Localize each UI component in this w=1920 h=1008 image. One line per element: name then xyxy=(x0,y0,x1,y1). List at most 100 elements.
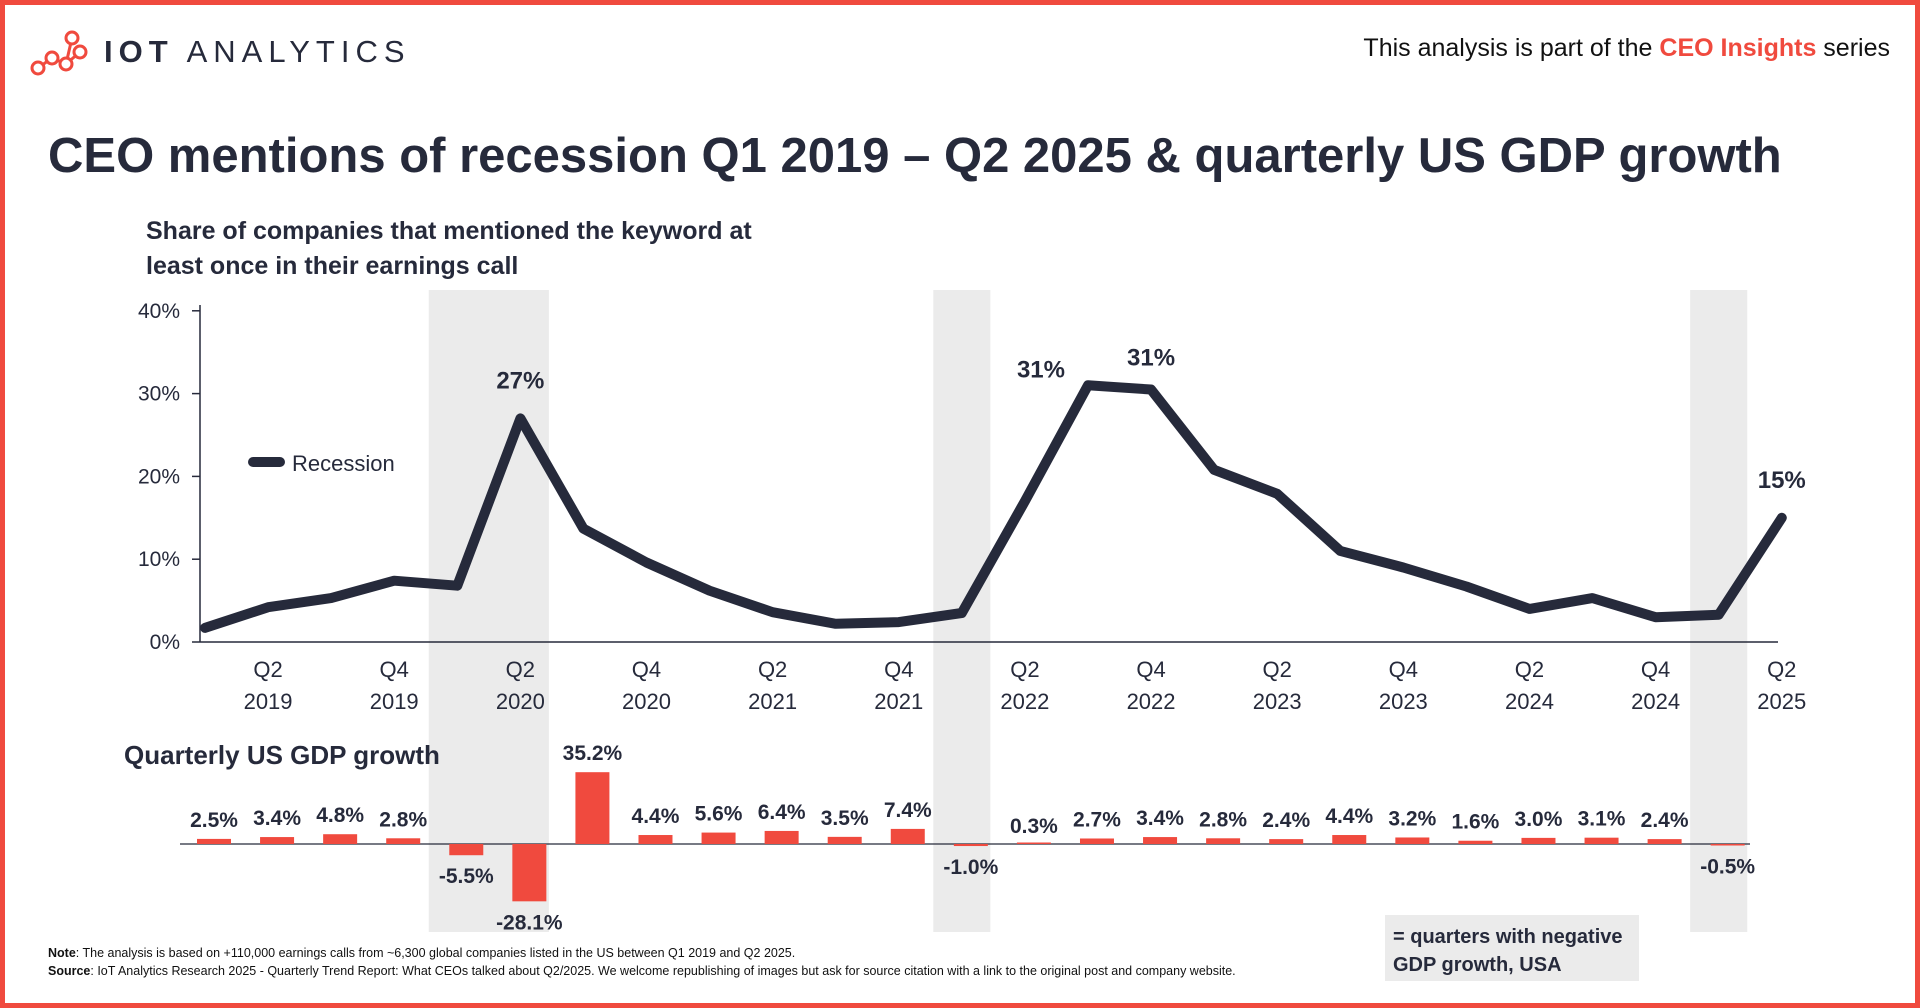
gdp-chart-title: Quarterly US GDP growth xyxy=(124,740,440,770)
x-tick-year: 2020 xyxy=(496,689,545,714)
gdp-bar xyxy=(1143,837,1178,844)
gdp-bar xyxy=(1016,842,1051,844)
x-tick-year: 2019 xyxy=(370,689,419,714)
gdp-bar-label: 5.6% xyxy=(695,803,743,826)
gdp-bar xyxy=(575,772,610,844)
gdp-bar xyxy=(449,844,484,856)
x-tick-year: 2022 xyxy=(1127,689,1176,714)
gdp-bar-label: -0.5% xyxy=(1700,856,1755,879)
x-tick-quarter: Q2 xyxy=(1767,657,1796,682)
y-tick-label: 40% xyxy=(138,300,180,323)
x-tick-year: 2024 xyxy=(1505,689,1554,714)
recession-point-label: 15% xyxy=(1758,467,1806,494)
note-line: Note: The analysis is based on +110,000 … xyxy=(48,946,796,960)
x-tick-quarter: Q2 xyxy=(1515,657,1544,682)
gdp-bar-label: 4.4% xyxy=(1325,805,1373,828)
gdp-bar-label: 3.1% xyxy=(1578,808,1626,831)
gdp-bar xyxy=(1079,838,1114,844)
gdp-bar-label: 2.8% xyxy=(1199,808,1247,831)
x-tick-year: 2021 xyxy=(748,689,797,714)
gdp-bar-label: 4.4% xyxy=(632,805,680,828)
x-tick-quarter: Q4 xyxy=(884,657,913,682)
gdp-bar xyxy=(197,838,231,844)
x-tick-quarter: Q4 xyxy=(632,657,661,682)
gdp-bar-label: 4.8% xyxy=(316,804,364,827)
gdp-bar-label: 3.5% xyxy=(821,807,869,830)
gdp-bar xyxy=(1647,839,1682,844)
gdp-bar xyxy=(1584,837,1619,844)
y-tick-label: 20% xyxy=(138,465,180,488)
recession-point-label: 31% xyxy=(1127,344,1175,371)
x-tick-year: 2023 xyxy=(1253,689,1302,714)
gdp-bar-label: 2.7% xyxy=(1073,808,1121,831)
x-tick-quarter: Q2 xyxy=(506,657,535,682)
x-tick-quarter: Q4 xyxy=(1136,657,1165,682)
gdp-bar xyxy=(701,832,736,844)
gdp-bar-label: 2.4% xyxy=(1262,809,1310,832)
gdp-bar xyxy=(1332,835,1367,844)
gdp-bar-label: 3.2% xyxy=(1388,807,1436,830)
gdp-bar xyxy=(1521,837,1556,844)
gdp-bar xyxy=(827,836,862,844)
gdp-bar xyxy=(1395,837,1430,844)
x-tick-quarter: Q4 xyxy=(1389,657,1418,682)
y-tick-label: 0% xyxy=(150,631,180,654)
gdp-bar xyxy=(1269,839,1304,844)
gdp-bar xyxy=(1206,838,1241,844)
gdp-bar xyxy=(638,835,673,844)
negative-gdp-band xyxy=(428,290,549,932)
series-note: This analysis is part of the CEO Insight… xyxy=(1363,34,1890,62)
gdp-bar-label: 3.4% xyxy=(253,807,301,830)
gdp-bar-label: 2.4% xyxy=(1641,809,1689,832)
x-tick-year: 2024 xyxy=(1631,689,1680,714)
x-tick-quarter: Q2 xyxy=(758,657,787,682)
x-tick-year: 2019 xyxy=(244,689,293,714)
x-tick-year: 2022 xyxy=(1000,689,1049,714)
recession-line xyxy=(200,380,1787,633)
gdp-bar xyxy=(323,834,358,844)
y-tick-label: 10% xyxy=(138,548,180,571)
gdp-bar-label: 7.4% xyxy=(884,799,932,822)
x-tick-year: 2025 xyxy=(1757,689,1806,714)
gdp-bar-label: 6.4% xyxy=(758,801,806,824)
gdp-bar xyxy=(953,844,988,847)
negative-gdp-legend: = quarters with negative GDP growth, USA xyxy=(1385,915,1639,981)
recession-legend-label: Recession xyxy=(292,451,395,476)
gdp-bar xyxy=(890,828,925,844)
recession-point-label: 31% xyxy=(1017,356,1065,383)
x-tick-quarter: Q2 xyxy=(1263,657,1292,682)
gdp-bar xyxy=(764,830,799,844)
logo: IOT ANALYTICS xyxy=(28,24,411,80)
gdp-bar-label: -28.1% xyxy=(496,911,563,934)
x-tick-quarter: Q2 xyxy=(253,657,282,682)
gdp-bar xyxy=(1710,844,1745,846)
gdp-bar-label: 3.0% xyxy=(1515,808,1563,831)
gdp-bar-label: -1.0% xyxy=(943,856,998,879)
logo-text: IOT ANALYTICS xyxy=(104,34,411,69)
gdp-bar-label: 2.8% xyxy=(379,808,427,831)
gdp-bar-label: -5.5% xyxy=(439,865,494,888)
x-tick-year: 2023 xyxy=(1379,689,1428,714)
chart-subtitle: Share of companies that mentioned the ke… xyxy=(146,217,752,280)
network-nodes-icon xyxy=(30,30,88,76)
footnotes: Note: The analysis is based on +110,000 … xyxy=(48,944,1388,980)
x-tick-year: 2021 xyxy=(874,689,923,714)
x-tick-quarter: Q2 xyxy=(1010,657,1039,682)
gdp-bar-label: 2.5% xyxy=(190,809,238,832)
gdp-bar xyxy=(260,837,295,844)
gdp-bar-label: 0.3% xyxy=(1010,815,1058,838)
x-tick-year: 2020 xyxy=(622,689,671,714)
gdp-bar xyxy=(386,838,421,844)
gdp-bar-label: 3.4% xyxy=(1136,807,1184,830)
x-tick-quarter: Q4 xyxy=(380,657,409,682)
source-line: Source: IoT Analytics Research 2025 - Qu… xyxy=(48,964,1236,978)
recession-point-label: 27% xyxy=(496,367,544,394)
gdp-bar-label: 1.6% xyxy=(1451,811,1499,834)
y-tick-label: 30% xyxy=(138,383,180,406)
gdp-bar-label: 35.2% xyxy=(563,742,623,765)
ceo-insights-link[interactable]: CEO Insights xyxy=(1659,34,1817,62)
gdp-bar xyxy=(512,844,547,902)
page-title: CEO mentions of recession Q1 2019 – Q2 2… xyxy=(48,129,1782,183)
